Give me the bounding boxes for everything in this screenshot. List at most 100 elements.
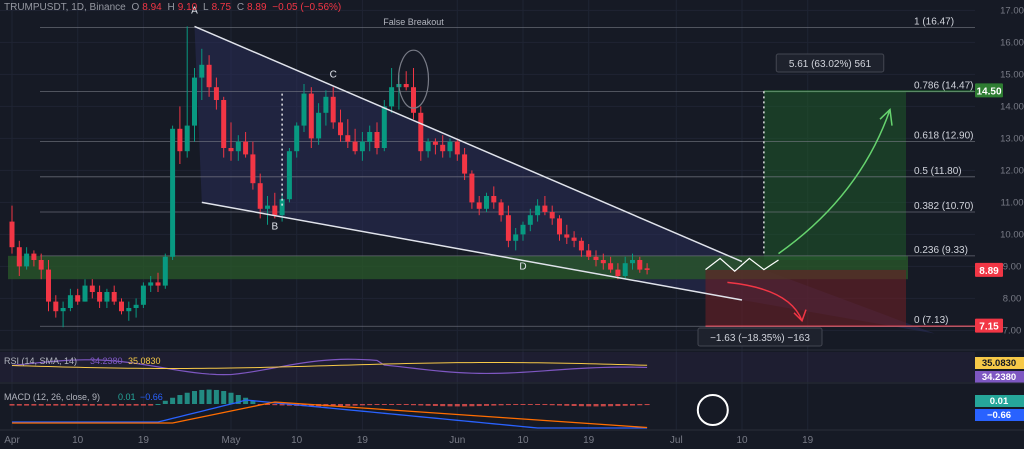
price-badge-bg	[975, 83, 1003, 98]
time-tick: Jun	[449, 435, 465, 446]
fib-label: 0.236 (9.33)	[914, 245, 968, 256]
rsi-title: RSI (14, SMA, 14)	[4, 356, 77, 366]
macd-histogram-bar	[228, 392, 234, 404]
candle-body	[440, 144, 446, 152]
candle-body	[170, 128, 176, 257]
candle-body	[630, 260, 635, 264]
fib-label: 0.618 (12.90)	[914, 131, 974, 142]
candle-body	[243, 141, 249, 155]
candle-body	[235, 141, 241, 152]
macd-badge: 0.01	[990, 396, 1009, 407]
time-tick: 10	[72, 435, 84, 446]
macd-histogram-bar	[279, 404, 285, 406]
candle-body	[520, 224, 526, 235]
fib-label: 0.786 (14.47)	[914, 80, 974, 91]
symbol-label[interactable]: TRUMPUSDT, 1D, Binance	[4, 2, 126, 13]
change-value: −0.05 (−0.56%)	[272, 2, 342, 13]
macd-histogram-bar	[593, 404, 599, 407]
macd-histogram-bar	[170, 397, 176, 404]
price-tick: 13.00	[1000, 133, 1024, 144]
macd-histogram-bar	[396, 404, 402, 405]
macd-histogram-bar	[484, 404, 489, 406]
candle-body	[133, 304, 139, 308]
macd-histogram-bar	[265, 404, 270, 405]
price-badge: 14.50	[976, 86, 1001, 97]
candle-body	[345, 135, 351, 142]
candle-body	[338, 122, 343, 136]
candle-body	[571, 237, 577, 241]
price-badge-bg	[975, 318, 1003, 333]
candle-body	[447, 141, 453, 152]
macd-badge-bg	[975, 395, 1024, 407]
rsi-sma-line	[11, 361, 648, 370]
candle-body	[126, 308, 132, 312]
candle-body	[53, 301, 59, 312]
candle-body	[213, 87, 219, 100]
candle-body	[199, 64, 205, 78]
macd-histogram-bar	[352, 404, 358, 406]
rsi-badge2: 34.2380	[982, 372, 1016, 383]
candle-body	[578, 240, 584, 251]
price-tick: 7.00	[1003, 325, 1022, 336]
candle-body	[206, 64, 212, 88]
macd-histogram-bar	[16, 404, 22, 406]
candle-body	[586, 250, 592, 257]
rsi-line	[11, 358, 648, 376]
candle-body	[352, 141, 358, 152]
low-value: 8.75	[211, 2, 232, 13]
bullish-arrowhead	[879, 108, 893, 126]
macd-histogram-bar	[454, 404, 460, 407]
time-tick: 19	[357, 435, 369, 446]
macd-histogram-bar	[389, 404, 395, 405]
macd-histogram-bar	[111, 404, 117, 406]
candle-body	[462, 154, 468, 174]
macd-histogram-bar	[46, 404, 51, 406]
candle-body	[82, 285, 88, 302]
candle-body	[374, 132, 380, 148]
macd-histogram-bar	[418, 404, 424, 406]
candle-body	[557, 218, 562, 235]
macd-histogram-bar	[60, 404, 66, 406]
candle-body	[615, 269, 621, 276]
candle-body	[542, 205, 548, 212]
macd-histogram-bar	[31, 404, 37, 406]
candle-body	[265, 205, 270, 209]
rsi-value: 34.2380	[90, 356, 123, 366]
macd-histogram-bar	[571, 404, 577, 407]
chart-header: TRUMPUSDT, 1D, Binance O 8.94 H 9.10 L 8.75…	[4, 2, 344, 18]
candle-body	[527, 215, 533, 225]
fib-label: 0.382 (10.70)	[914, 201, 974, 212]
candle-body	[16, 247, 22, 267]
macd-histogram-bar	[104, 404, 110, 406]
target-measure-label-box	[775, 53, 885, 73]
macd-histogram-bar	[82, 404, 88, 406]
candle-body	[644, 268, 650, 270]
macd-histogram-bar	[213, 389, 219, 404]
candle-body	[381, 106, 387, 148]
macd-histogram-bar	[527, 404, 533, 405]
candle-body	[184, 125, 190, 152]
macd-histogram-bar	[53, 404, 59, 406]
price-tick: 17.00	[1000, 5, 1024, 16]
macd-histogram-bar	[564, 404, 570, 406]
macd-histogram-bar	[622, 404, 628, 406]
candle-body	[498, 202, 504, 216]
fib-label: 0 (7.13)	[914, 315, 948, 326]
candle-body	[637, 260, 643, 270]
macd-histogram-bar	[192, 391, 197, 404]
macd-histogram-bar	[221, 391, 227, 404]
macd-histogram-bar	[330, 404, 336, 407]
open-value: 8.94	[142, 2, 162, 13]
macd-histogram-bar	[359, 404, 365, 406]
point-label-b: B	[271, 222, 278, 233]
point-label-c: C	[330, 70, 337, 81]
close-label: C	[236, 2, 245, 13]
fib-label: 1 (16.47)	[914, 16, 954, 27]
low-label: L	[203, 2, 209, 13]
macd-histogram-bar	[38, 404, 44, 406]
price-tick: 9.00	[1003, 261, 1022, 272]
candle-body	[228, 148, 234, 152]
point-label-d: D	[519, 262, 526, 273]
candle-body	[505, 215, 511, 241]
